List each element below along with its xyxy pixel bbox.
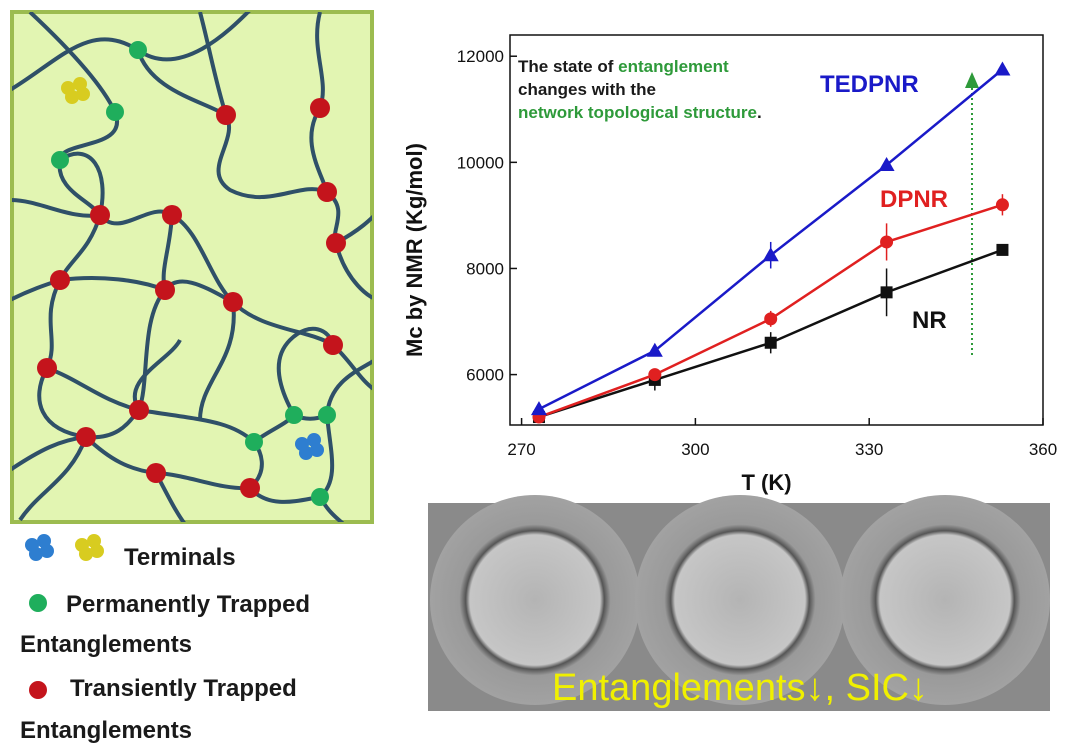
legend-label: Entanglements	[20, 717, 192, 744]
y-tick-label: 10000	[457, 153, 504, 172]
permanent-dot	[318, 406, 336, 424]
y-tick-label: 12000	[457, 47, 504, 66]
transient-dot	[37, 358, 57, 378]
transient-dot	[162, 205, 182, 225]
series-label: DPNR	[880, 186, 948, 213]
series-label: TEDPNR	[820, 71, 919, 98]
transient-dot	[223, 292, 243, 312]
marker	[764, 312, 777, 325]
marker	[531, 401, 547, 415]
terminal-dot	[76, 87, 90, 101]
permanent-dot	[106, 103, 124, 121]
legend-transient	[29, 681, 47, 699]
permanent-dot	[245, 433, 263, 451]
annotation-part: .	[757, 103, 762, 122]
transient-dot	[90, 205, 110, 225]
marker	[648, 368, 661, 381]
marker	[996, 244, 1008, 256]
annotation: changes with the	[518, 80, 656, 99]
transient-dot	[326, 233, 346, 253]
legend-label: Terminals	[124, 544, 236, 571]
image-caption: Entanglements↓, SIC↓	[552, 667, 928, 709]
y-tick-label: 8000	[466, 259, 504, 278]
transient-dot	[155, 280, 175, 300]
y-axis-label: Mc by NMR (Kg/mol)	[402, 143, 427, 357]
legend-label: Entanglements	[20, 631, 192, 658]
x-tick-label: 300	[681, 440, 709, 459]
x-tick-label: 330	[855, 440, 883, 459]
terminal-dot	[310, 443, 324, 457]
series-label: NR	[912, 307, 947, 334]
marker	[881, 286, 893, 298]
annotation-part: network topological structure	[518, 103, 757, 122]
transient-dot	[317, 182, 337, 202]
permanent-dot	[311, 488, 329, 506]
annotation-part: changes with the	[518, 80, 656, 99]
annotation: The state of entanglement	[518, 57, 729, 76]
transient-dot	[146, 463, 166, 483]
transient-dot	[240, 478, 260, 498]
x-tick-label: 270	[507, 440, 535, 459]
annotation: network topological structure.	[518, 103, 762, 122]
transient-dot	[216, 105, 236, 125]
marker	[765, 337, 777, 349]
legend-label: Transiently Trapped	[70, 675, 297, 702]
figure: Entanglements↓, SIC↓ Terminals Permanentl…	[0, 0, 1069, 746]
transient-dot	[129, 400, 149, 420]
permanent-dot	[285, 406, 303, 424]
transient-dot	[50, 270, 70, 290]
transient-dot	[310, 98, 330, 118]
legend-terminal	[40, 544, 54, 558]
marker	[880, 235, 893, 248]
legend-terminal	[90, 544, 104, 558]
x-tick-label: 360	[1029, 440, 1057, 459]
permanent-dot	[51, 151, 69, 169]
permanent-dot	[129, 41, 147, 59]
marker	[994, 61, 1010, 75]
marker	[996, 198, 1009, 211]
annotation-part: entanglement	[618, 57, 729, 76]
trend-arrow-head	[965, 72, 979, 88]
y-tick-label: 6000	[466, 366, 504, 385]
legend-label: Permanently Trapped	[66, 591, 310, 618]
legend-permanent	[29, 594, 47, 612]
annotation-part: The state of	[518, 57, 618, 76]
transient-dot	[76, 427, 96, 447]
transient-dot	[323, 335, 343, 355]
x-axis-label: T (K)	[741, 470, 791, 495]
